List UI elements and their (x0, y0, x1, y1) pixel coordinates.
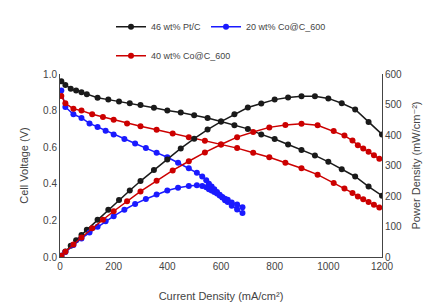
svg-text:500: 500 (385, 99, 402, 110)
svg-text:100: 100 (385, 221, 402, 232)
svg-text:300: 300 (385, 160, 402, 171)
svg-text:Power Density (mW/cm⁻²): Power Density (mW/cm⁻²) (410, 101, 422, 229)
svg-text:20 wt% Co@C_600: 20 wt% Co@C_600 (246, 22, 325, 32)
svg-text:0: 0 (57, 261, 63, 272)
svg-text:Cell Voltage (V): Cell Voltage (V) (18, 127, 30, 203)
svg-text:0.0: 0.0 (43, 252, 57, 263)
svg-text:200: 200 (385, 191, 402, 202)
svg-text:0.4: 0.4 (43, 178, 57, 189)
svg-text:Current Density (mA/cm²): Current Density (mA/cm²) (159, 290, 284, 302)
svg-text:0: 0 (385, 252, 391, 263)
svg-text:400: 400 (159, 261, 176, 272)
svg-text:40 wt% Co@C_600: 40 wt% Co@C_600 (151, 51, 230, 61)
svg-text:0.2: 0.2 (43, 215, 57, 226)
svg-text:46 wt% Pt/C: 46 wt% Pt/C (151, 22, 201, 32)
svg-text:1.0: 1.0 (43, 69, 57, 80)
svg-text:1000: 1000 (317, 261, 340, 272)
svg-text:800: 800 (266, 261, 283, 272)
svg-text:1200: 1200 (371, 261, 394, 272)
svg-text:400: 400 (385, 130, 402, 141)
svg-text:0.6: 0.6 (43, 142, 57, 153)
svg-text:600: 600 (385, 69, 402, 80)
svg-text:0.8: 0.8 (43, 105, 57, 116)
svg-text:200: 200 (105, 261, 122, 272)
svg-text:600: 600 (213, 261, 230, 272)
